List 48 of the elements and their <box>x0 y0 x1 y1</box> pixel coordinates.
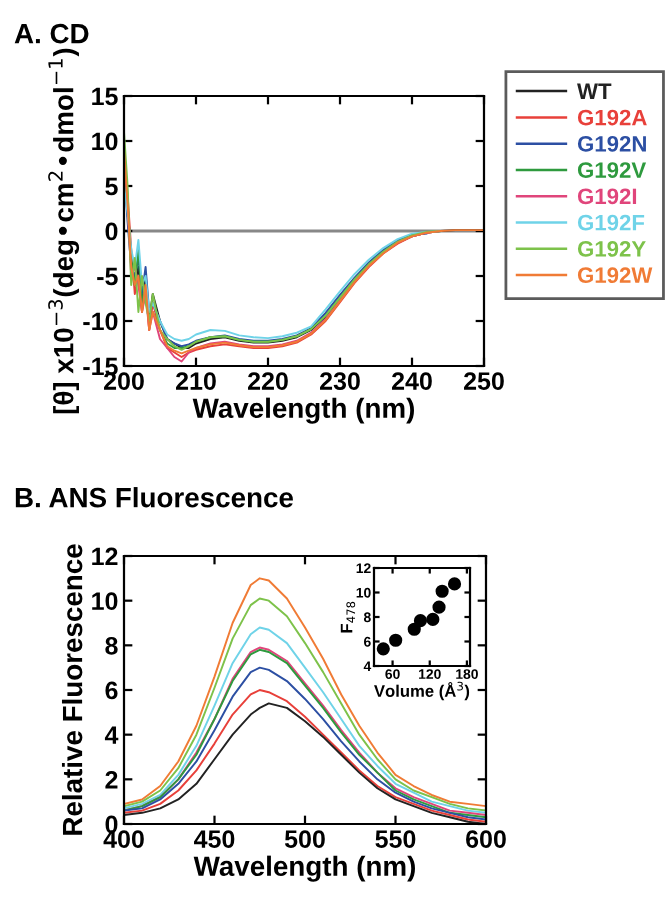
x-tick-label: 240 <box>392 372 432 390</box>
y-tick-label: 2 <box>105 770 118 789</box>
x-tick-label: 220 <box>248 372 288 390</box>
y-tick-label: -10 <box>83 312 118 331</box>
legend-label: G192F <box>577 214 645 231</box>
point <box>407 622 421 636</box>
y-tick-label: 12 <box>92 547 118 566</box>
point <box>432 600 446 614</box>
point <box>413 614 428 628</box>
y-tick-label: 5 <box>105 177 118 196</box>
legend-label: G192Y <box>577 241 646 257</box>
y-axis-title: F$_{478}$ <box>340 601 356 633</box>
x-tick-label: 230 <box>320 372 360 390</box>
y-axis-title: Relative Fluorescence <box>61 544 83 835</box>
chart-title: B. ANS Fluorescence <box>15 487 293 508</box>
x-axis-title: Wavelength (nm) <box>192 397 414 424</box>
y-tick-label: 10 <box>92 132 118 151</box>
x-tick-label: 200 <box>104 372 144 390</box>
y-tick-label: -5 <box>97 267 118 286</box>
x-tick-label: 250 <box>464 372 504 390</box>
legend-label: G192A <box>577 109 647 126</box>
x-tick-label: 550 <box>375 830 416 848</box>
x-tick-label: 500 <box>284 830 325 848</box>
x-tick-label: 450 <box>194 830 235 848</box>
x-tick-label: 210 <box>176 372 216 390</box>
y-tick-label: 10 <box>92 592 118 610</box>
point <box>435 584 449 598</box>
legend-label: G192V <box>577 162 647 178</box>
legend-label: G192I <box>577 188 637 205</box>
x-tick-label: 600 <box>466 830 506 848</box>
y-axis-title: [θ] x10$^{−3}$(deg•cm$^{2}$•dmol$^{−1}$) <box>48 48 80 414</box>
y-tick-label: 8 <box>105 636 118 655</box>
y-tick-label: 0 <box>105 222 118 241</box>
legend-label: G192W <box>577 267 653 284</box>
legend-label: WT <box>577 83 612 99</box>
x-tick-label: 400 <box>103 830 144 848</box>
point <box>376 642 390 656</box>
y-tick-label: 4 <box>104 726 119 744</box>
point <box>389 633 403 647</box>
y-tick-label: -15 <box>83 357 118 376</box>
y-tick-label: 6 <box>105 681 118 700</box>
point <box>447 577 462 591</box>
chart-title: A. CD <box>14 23 89 44</box>
point <box>426 612 440 627</box>
x-axis-title: Volume (Å$^{3}$) <box>374 681 470 701</box>
y-tick-label: 15 <box>92 87 118 106</box>
x-axis-title: Wavelength (nm) <box>193 855 415 882</box>
legend-label: G192N <box>577 135 646 152</box>
